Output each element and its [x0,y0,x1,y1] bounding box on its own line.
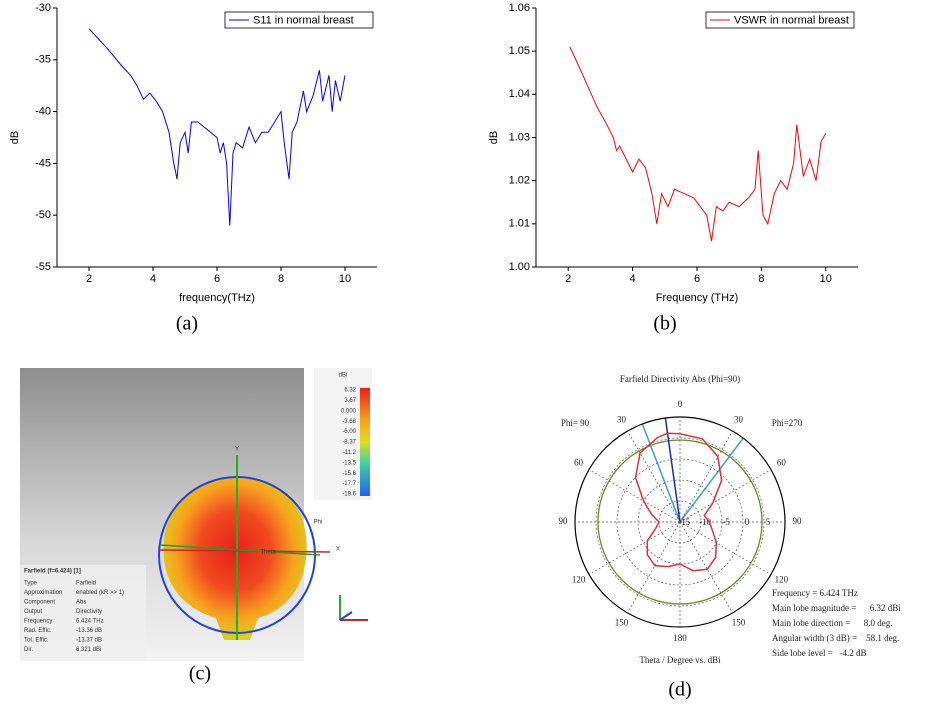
info-line: Angular width (3 dB) = 58.1 deg. [772,633,899,643]
theta-tick-label: 120 [572,575,586,585]
left-label: Phi= 90 [561,418,590,428]
theta-tick-label: 150 [615,617,629,627]
data-line [89,29,345,226]
lobe-indicator [680,438,743,522]
theta-tick-label: 30 [734,415,744,425]
x-tick-label: 6 [214,273,220,285]
y-tick-label: -45 [35,157,51,169]
y-tick-label: 1.02 [509,175,530,187]
theta-tick-label: 30 [617,415,627,425]
x-axis-label: Frequency (THz) [656,292,739,304]
colorbar-title: dBi [339,373,348,379]
info-cell: 6.321 dBi [76,647,101,653]
colorbar-tick-label: -13.5 [342,460,356,466]
axis-label: Phi [314,520,323,526]
y-tick-label: 1.05 [509,45,530,57]
info-title: Farfield (f=6.424) [1] [24,569,81,575]
x-tick-label: 10 [820,273,832,285]
caption: (c) [189,663,211,685]
colorbar-tick-label: -17.7 [342,481,356,487]
data-line [570,47,826,241]
colorbar-tick-label: -19.6 [342,492,356,498]
info-cell: Tot. Effic. [24,638,49,644]
y-tick-label: -50 [35,209,51,221]
x-tick-label: 2 [86,273,92,285]
y-tick-label: -35 [35,54,51,66]
axis-label: Y [235,447,239,453]
caption: (b) [653,313,676,335]
x-tick-label: 4 [630,273,636,285]
caption: (a) [176,313,198,335]
theta-tick-label: 180 [673,633,687,643]
x-axis-label: Theta / Degree vs. dBi [639,655,721,665]
colorbar-tick-label: -3.68 [342,419,356,425]
colorbar-tick-label: -6.00 [342,429,356,435]
x-axis-label: frequency(THz) [179,292,255,304]
axis-triad-z [340,612,352,620]
info-cell: Farfield [76,581,96,587]
colorbar-tick-label: 6.32 [344,388,356,394]
legend-label: S11 in normal breast [253,14,354,26]
theta-tick-label: 150 [732,617,746,627]
info-cell: Component [24,600,55,606]
axis-label: Theta [260,550,276,556]
info-cell: Output [24,609,42,615]
colorbar-tick-label: -15.6 [342,471,356,477]
farfield-3d-panel [20,368,372,661]
y-tick-label: -40 [35,106,51,118]
info-cell: Directivity [76,609,102,615]
theta-tick-label: 0 [678,399,683,409]
colorbar [360,388,370,496]
info-cell: -13.36 dB [76,628,102,634]
info-line: Main lobe direction = 8.0 deg. [772,618,893,628]
x-tick-label: 4 [150,273,156,285]
figure: -55 -50 -45 -40 -35 -30 2 4 6 8 10 frequency(THz) dB… [0,0,928,707]
x-tick-label: 10 [339,273,351,285]
info-cell: Frequency [24,619,52,625]
y-tick-label: 1.06 [509,2,530,14]
colorbar-tick-label: -8.37 [342,440,356,446]
colorbar-tick-label: 3.67 [344,398,356,404]
theta-tick-label: 90 [793,516,803,526]
y-tick-label: -55 [35,261,51,273]
info-line: Frequency = 6.424 THz [772,588,858,598]
info-line: Main lobe magnitude = 6.32 dBi [772,603,901,613]
x-tick-label: 6 [694,273,700,285]
y-tick-label: -30 [35,2,51,14]
polar-title: Farfield Directivity Abs (Phi=90) [620,374,740,384]
x-tick-label: 2 [565,273,571,285]
info-cell: enabled (kR >> 1) [76,590,124,596]
info-cell: Rad. Effic. [24,628,52,634]
y-axis-label: dB [9,131,21,144]
legend-label: VSWR in normal breast [734,14,849,26]
info-cell: 6.424 THz [76,619,104,625]
theta-tick-label: 90 [559,516,569,526]
theta-tick-label: 60 [574,458,584,468]
y-tick-label: 1.00 [509,261,530,273]
axis-label: X [336,547,340,553]
x-tick-label: 8 [758,273,764,285]
y-axis-label: dB [488,131,500,144]
x-tick-label: 8 [278,273,284,285]
colorbar-tick-label: 0.000 [341,408,357,414]
info-cell: -13.37 dB [76,638,102,644]
info-cell: Abs [76,600,86,606]
colorbar-tick-label: -11.2 [343,450,357,456]
theta-tick-label: 60 [777,458,787,468]
right-label: Phi=270 [772,418,803,428]
info-cell: Dir. [24,647,33,653]
info-cell: Type [24,581,38,587]
y-tick-label: 1.04 [509,88,530,100]
y-tick-label: 1.01 [509,218,530,230]
info-line: Side lobe level = -4.2 dB [772,648,867,658]
info-cell: Approximation [24,590,62,596]
theta-tick-label: 120 [775,575,789,585]
caption: (d) [668,679,691,701]
y-tick-label: 1.03 [509,131,530,143]
